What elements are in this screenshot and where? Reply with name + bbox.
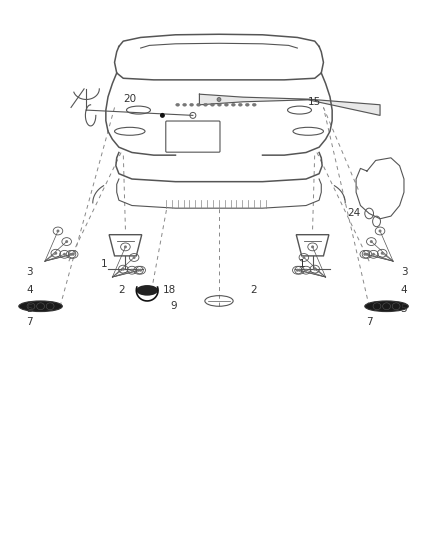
Ellipse shape <box>133 256 136 259</box>
Ellipse shape <box>370 240 373 243</box>
Ellipse shape <box>252 103 256 106</box>
Ellipse shape <box>65 240 68 243</box>
Ellipse shape <box>176 103 180 106</box>
Text: 1: 1 <box>298 259 305 269</box>
Text: 18: 18 <box>162 285 176 295</box>
Ellipse shape <box>217 98 221 101</box>
Text: 24: 24 <box>347 208 360 219</box>
Ellipse shape <box>381 252 384 255</box>
Ellipse shape <box>131 269 134 272</box>
Ellipse shape <box>190 103 194 106</box>
Ellipse shape <box>378 230 381 232</box>
Ellipse shape <box>70 253 73 256</box>
Ellipse shape <box>204 103 208 106</box>
Ellipse shape <box>217 103 222 106</box>
Ellipse shape <box>54 252 57 255</box>
Text: 3: 3 <box>26 267 33 277</box>
Ellipse shape <box>238 103 242 106</box>
Ellipse shape <box>231 103 235 106</box>
Text: 5: 5 <box>401 304 407 314</box>
Text: 7: 7 <box>366 317 372 327</box>
Text: 1: 1 <box>100 259 107 269</box>
Ellipse shape <box>372 253 375 256</box>
Ellipse shape <box>304 269 307 272</box>
Text: 20: 20 <box>123 94 136 104</box>
Ellipse shape <box>363 253 366 256</box>
Polygon shape <box>199 94 380 115</box>
Ellipse shape <box>139 269 142 272</box>
Text: 2: 2 <box>118 285 124 295</box>
Ellipse shape <box>296 269 299 272</box>
Ellipse shape <box>313 268 316 271</box>
Ellipse shape <box>183 103 187 106</box>
Text: 4: 4 <box>401 285 407 295</box>
Text: 4: 4 <box>26 285 33 295</box>
Ellipse shape <box>197 103 201 106</box>
Text: 3: 3 <box>401 267 407 277</box>
Ellipse shape <box>136 285 158 296</box>
Ellipse shape <box>63 253 66 256</box>
Ellipse shape <box>298 269 301 272</box>
Ellipse shape <box>137 269 140 272</box>
Ellipse shape <box>19 301 62 312</box>
Ellipse shape <box>57 230 60 232</box>
Text: 5: 5 <box>26 304 33 314</box>
Ellipse shape <box>72 253 75 256</box>
Ellipse shape <box>124 245 127 248</box>
Ellipse shape <box>365 253 368 256</box>
Ellipse shape <box>311 245 314 248</box>
Text: 9: 9 <box>170 301 177 311</box>
Text: 7: 7 <box>26 317 33 327</box>
Ellipse shape <box>211 103 215 106</box>
Ellipse shape <box>245 103 249 106</box>
Ellipse shape <box>160 113 165 118</box>
Ellipse shape <box>365 301 408 312</box>
Ellipse shape <box>224 103 228 106</box>
Ellipse shape <box>122 268 125 271</box>
Ellipse shape <box>302 256 305 259</box>
Text: 2: 2 <box>251 285 257 295</box>
Text: 15: 15 <box>308 97 321 107</box>
